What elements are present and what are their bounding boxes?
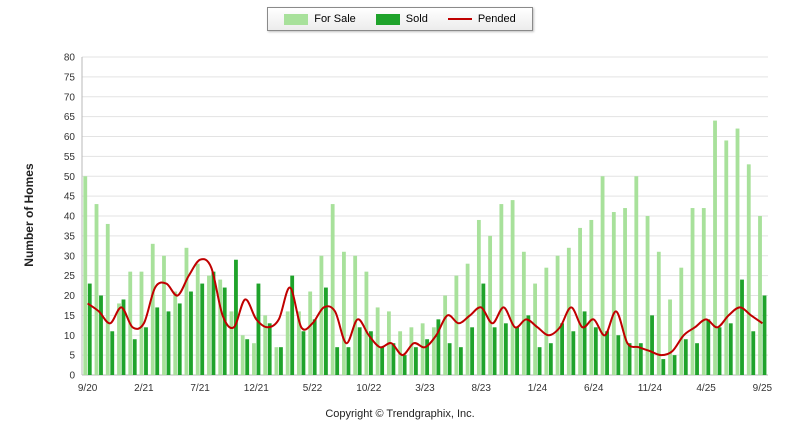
y-tick-labels: 0 5 10 15 20 25 30 35 40 45 50 55 60 65 70 75 80 xyxy=(64,53,76,382)
y-axis-title: Number of Homes xyxy=(22,163,36,267)
svg-text:5/22: 5/22 xyxy=(303,383,323,394)
pended-line xyxy=(87,258,763,357)
svg-text:30: 30 xyxy=(64,251,76,262)
svg-text:7/21: 7/21 xyxy=(190,383,210,394)
legend-item-sold: Sold xyxy=(375,13,428,25)
svg-text:4/25: 4/25 xyxy=(696,383,716,394)
legend-label-for-sale: For Sale xyxy=(314,13,356,25)
svg-text:75: 75 xyxy=(64,72,76,83)
legend-container: For Sale Sold Pended xyxy=(0,7,800,31)
for-sale-bars xyxy=(83,120,762,376)
svg-text:80: 80 xyxy=(64,53,76,64)
sold-swatch-icon xyxy=(375,13,400,25)
svg-text:1/24: 1/24 xyxy=(528,383,548,394)
svg-text:0: 0 xyxy=(69,371,75,382)
svg-text:15: 15 xyxy=(64,311,76,322)
svg-text:25: 25 xyxy=(64,271,76,282)
legend-label-pended: Pended xyxy=(477,13,516,25)
svg-text:10: 10 xyxy=(64,331,76,342)
svg-text:12/21: 12/21 xyxy=(244,383,269,394)
svg-text:10/22: 10/22 xyxy=(356,383,381,394)
svg-text:45: 45 xyxy=(64,192,76,203)
x-tick-labels: 9/20 2/21 7/21 12/21 5/22 10/22 3/23 8/23 1/24 6/… xyxy=(78,383,773,394)
svg-text:8/23: 8/23 xyxy=(471,383,491,394)
svg-text:3/23: 3/23 xyxy=(415,383,435,394)
legend-label-sold: Sold xyxy=(405,13,428,25)
svg-text:2/21: 2/21 xyxy=(134,383,154,394)
svg-text:55: 55 xyxy=(64,152,76,163)
svg-text:11/24: 11/24 xyxy=(638,383,663,394)
copyright-text: Copyright © Trendgraphix, Inc. xyxy=(325,408,475,420)
svg-text:20: 20 xyxy=(64,291,76,302)
svg-text:70: 70 xyxy=(64,92,76,103)
sold-bars xyxy=(87,259,767,376)
for-sale-swatch-icon xyxy=(284,13,309,25)
svg-text:9/25: 9/25 xyxy=(753,383,773,394)
svg-text:60: 60 xyxy=(64,132,76,143)
svg-text:40: 40 xyxy=(64,212,76,223)
svg-text:35: 35 xyxy=(64,231,76,242)
svg-text:6/24: 6/24 xyxy=(584,383,604,394)
pended-line-swatch-icon xyxy=(447,18,472,20)
svg-text:9/20: 9/20 xyxy=(78,383,98,394)
svg-text:50: 50 xyxy=(64,172,76,183)
legend: For Sale Sold Pended xyxy=(267,7,533,31)
legend-item-for-sale: For Sale xyxy=(284,13,356,25)
svg-text:65: 65 xyxy=(64,112,76,123)
svg-text:5: 5 xyxy=(69,351,75,362)
legend-item-pended: Pended xyxy=(447,13,516,25)
